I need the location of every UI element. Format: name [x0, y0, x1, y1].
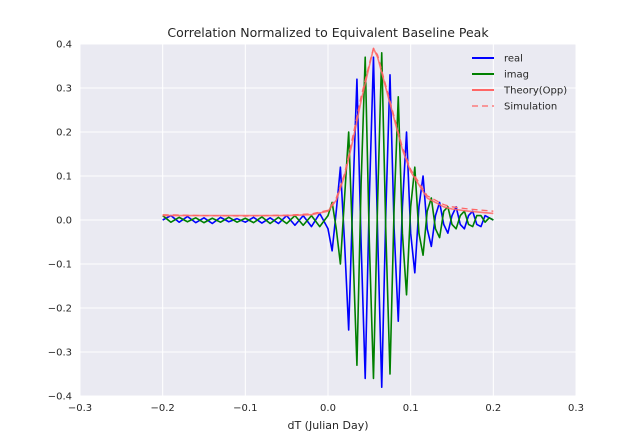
y-tick-label: 0.3 — [56, 84, 72, 95]
x-tick-label: −0.2 — [151, 403, 175, 414]
y-tick-labels: −0.4 −0.3 −0.2 −0.1 0.0 0.1 0.2 0.3 0.4 — [48, 40, 72, 403]
legend-label: Theory(Opp) — [503, 86, 567, 97]
y-tick-label: −0.2 — [48, 304, 72, 315]
series-line-simulation — [162, 47, 494, 217]
series-line-imag — [162, 52, 494, 380]
x-tick-labels: −0.3 −0.2 −0.1 0.0 0.1 0.2 0.3 — [68, 403, 584, 414]
legend-label: real — [504, 54, 523, 65]
y-tick-label: 0.4 — [56, 40, 72, 51]
y-tick-label: −0.3 — [48, 348, 72, 359]
y-tick-label: −0.4 — [48, 392, 72, 403]
series-line-theory-opp — [162, 47, 494, 217]
x-tick-label: 0.0 — [320, 403, 336, 414]
legend-label: Simulation — [504, 102, 557, 113]
x-axis-label: dT (Julian Day) — [287, 419, 368, 432]
x-tick-label: −0.3 — [68, 403, 92, 414]
y-tick-label: 0.2 — [56, 128, 72, 139]
legend-label: imag — [504, 70, 529, 81]
y-tick-label: 0.0 — [56, 216, 72, 227]
x-tick-label: 0.2 — [485, 403, 501, 414]
chart-title: Correlation Normalized to Equivalent Bas… — [167, 25, 489, 40]
grid — [79, 43, 577, 397]
legend: real imag Theory(Opp) Simulation — [472, 54, 567, 113]
x-tick-label: 0.3 — [568, 403, 584, 414]
y-tick-label: −0.1 — [48, 260, 72, 271]
series-layer — [162, 47, 494, 388]
x-tick-label: 0.1 — [403, 403, 419, 414]
y-tick-label: 0.1 — [56, 172, 72, 183]
series-line-real — [162, 56, 494, 388]
x-tick-label: −0.1 — [233, 403, 257, 414]
